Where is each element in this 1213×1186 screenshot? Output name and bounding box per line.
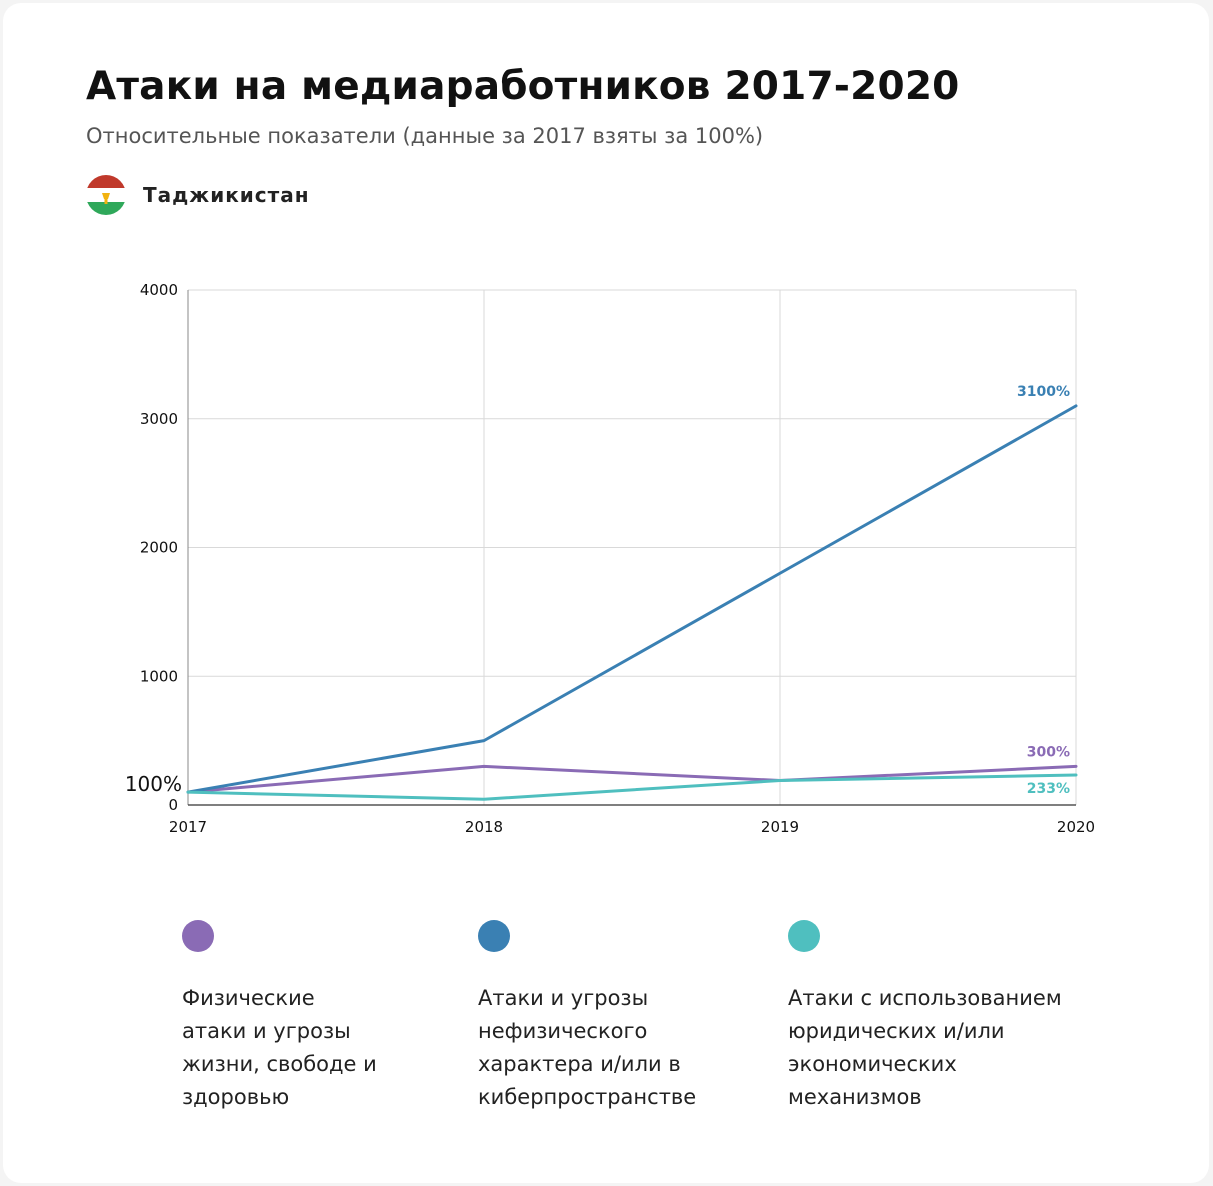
chart-ticks: 0 1000 2000 3000 4000 2017 2018 2019 2020 100% — [125, 281, 1095, 836]
legend-label: Атаки и угрозы нефизического характера и… — [478, 986, 697, 1109]
end-label-legal: 233% — [1027, 781, 1070, 797]
legend-label: Атаки с использованием юридических и/или… — [788, 986, 1062, 1109]
end-label-physical: 300% — [1027, 744, 1070, 760]
legend-swatch — [788, 920, 820, 952]
series-line-legal — [186, 773, 1078, 801]
country-name: Таджикистан — [143, 183, 310, 207]
line-chart: 0 1000 2000 3000 4000 2017 2018 2019 2020 100% 30… — [125, 281, 1095, 836]
chart-grid — [187, 289, 1077, 806]
x-tick-label: 2018 — [465, 818, 503, 836]
end-label-nonphysical: 3100% — [1017, 384, 1070, 400]
baseline-label: 100% — [125, 772, 182, 796]
x-tick-label: 2017 — [169, 818, 207, 836]
x-tick-label: 2020 — [1057, 818, 1095, 836]
x-tick-label: 2019 — [761, 818, 799, 836]
legend-item-physical: Физические атаки и угрозы жизни, свободе… — [182, 920, 377, 1114]
legend-swatch — [478, 920, 510, 952]
y-tick-label: 2000 — [140, 539, 178, 557]
series-line-nonphysical — [186, 404, 1078, 794]
series-line-physical — [186, 764, 1078, 794]
y-tick-label: 3000 — [140, 410, 178, 428]
y-tick-label: 1000 — [140, 667, 178, 685]
chart-series — [186, 404, 1078, 801]
legend-swatch — [182, 920, 214, 952]
legend-item-legal: Атаки с использованием юридических и/или… — [788, 920, 1062, 1114]
legend-label: Физические атаки и угрозы жизни, свободе… — [182, 986, 377, 1109]
legend-item-nonphysical: Атаки и угрозы нефизического характера и… — [478, 920, 696, 1114]
page-subtitle: Относительные показатели (данные за 2017… — [86, 124, 764, 148]
y-tick-label: 0 — [168, 796, 178, 814]
chart-end-labels: 300% 3100% 233% — [1017, 384, 1070, 797]
chart-card — [3, 3, 1209, 1183]
page-title: Атаки на медиаработников 2017-2020 — [86, 64, 960, 109]
y-tick-label: 4000 — [140, 281, 178, 299]
tajikistan-flag-icon — [86, 175, 126, 215]
